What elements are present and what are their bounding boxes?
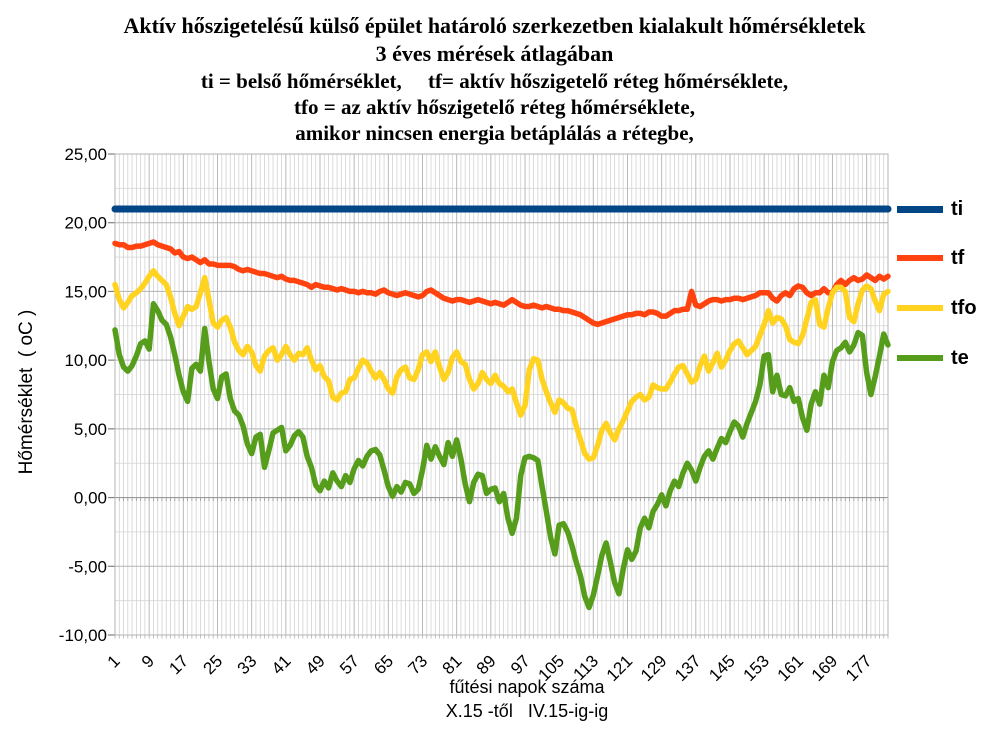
x-axis-title-line-1: fűtési napok száma bbox=[449, 677, 605, 697]
y-tick-label: 20,00 bbox=[64, 214, 107, 233]
x-tick-label: 41 bbox=[268, 651, 295, 678]
x-axis-title-line-2: X.15 -től IV.15-ig-ig bbox=[445, 701, 609, 721]
x-tick-label: 49 bbox=[302, 651, 329, 678]
x-tick-label: 177 bbox=[842, 651, 875, 684]
legend-item-te: te bbox=[897, 346, 969, 370]
x-axis-title: fűtési napok száma X.15 -től IV.15-ig-ig bbox=[327, 675, 727, 723]
title-line-3: ti = belső hőmérséklet, tf= aktív hőszig… bbox=[200, 69, 789, 93]
legend-item-tf: tf bbox=[897, 246, 964, 270]
x-tick-label: 9 bbox=[138, 651, 158, 671]
x-tick-label: 25 bbox=[200, 651, 227, 678]
x-tick-label: 17 bbox=[165, 651, 192, 678]
x-tick-label: 169 bbox=[808, 651, 841, 684]
y-tick-label: 0,00 bbox=[74, 489, 107, 508]
title-line-2: 3 éves mérések átlagában bbox=[375, 41, 614, 66]
legend-label-tfo: tfo bbox=[951, 297, 977, 319]
legend-item-ti: ti bbox=[897, 197, 963, 221]
legend-swatch-tf bbox=[897, 255, 943, 261]
plot-border bbox=[114, 153, 889, 636]
title-line-4: tfo = az aktív hőszigetelő réteg hőmérsé… bbox=[294, 95, 695, 119]
legend-swatch-tfo bbox=[897, 305, 943, 311]
series-tfo-line bbox=[112, 268, 891, 462]
y-tick-label: 10,00 bbox=[64, 351, 107, 370]
x-tick-label: 161 bbox=[774, 651, 807, 684]
x-tick-label: 153 bbox=[739, 651, 772, 684]
series-te-line bbox=[112, 301, 891, 611]
series-tf-line bbox=[112, 239, 891, 328]
y-tick-label: 15,00 bbox=[64, 282, 107, 301]
title-line-5: amikor nincsen energia betáplálás a réte… bbox=[295, 121, 694, 145]
title-line-1: Aktív hőszigetelésű külső épület határol… bbox=[123, 13, 866, 38]
y-tick-label: 5,00 bbox=[74, 420, 107, 439]
legend-label-tf: tf bbox=[951, 247, 965, 269]
legend-label-te: te bbox=[951, 347, 969, 369]
y-tick-label: -5,00 bbox=[68, 557, 107, 576]
chart-title: Aktív hőszigetelésű külső épület határol… bbox=[0, 12, 989, 146]
x-tick-label: 1 bbox=[104, 651, 124, 671]
y-tick-label: 25,00 bbox=[64, 145, 107, 164]
x-tick-label: 33 bbox=[234, 651, 261, 678]
legend-label-ti: ti bbox=[951, 198, 964, 220]
y-tick-label: -10,00 bbox=[59, 626, 107, 645]
legend-item-tfo: tfo bbox=[897, 296, 977, 320]
legend-swatch-te bbox=[897, 355, 943, 361]
legend-swatch-ti bbox=[897, 205, 943, 213]
